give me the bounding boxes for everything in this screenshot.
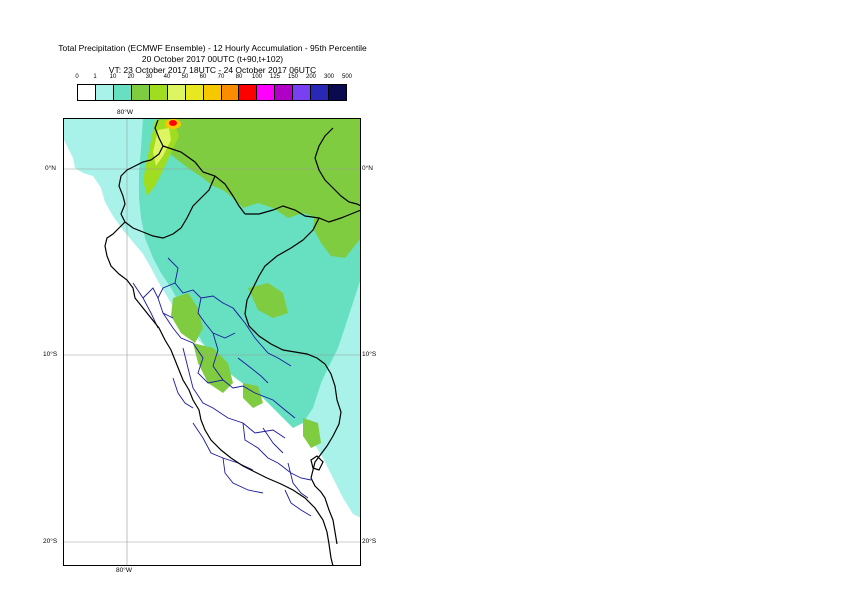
legend-tick-label: 0 — [75, 74, 79, 80]
legend-tick-label: 150 — [287, 74, 299, 80]
coastline-and-borders — [104, 119, 361, 566]
map-title-block: Total Precipitation (ECMWF Ensemble) - 1… — [0, 43, 425, 76]
forecast-base-time: 20 October 2017 00UTC (t+90,t+102) — [141, 54, 284, 64]
color-legend: 0 1 10 20 30 40 50 60 70 80 100 125 150 200 300 500 — [75, 73, 352, 103]
lat-label-right-20s: 20°S — [362, 538, 377, 545]
legend-swatch — [167, 85, 186, 100]
legend-tick-label: 30 — [145, 74, 153, 80]
legend-tick-label: 50 — [181, 74, 189, 80]
graticule — [63, 118, 361, 566]
precip-peak-red — [169, 120, 177, 126]
legend-tick-label: 20 — [127, 74, 135, 80]
legend-tick-label: 500 — [341, 74, 353, 80]
precip-green-north — [155, 118, 361, 243]
legend-swatch — [329, 85, 347, 100]
legend-tick-label: 300 — [323, 74, 335, 80]
legend-swatch — [185, 85, 204, 100]
legend-swatch — [78, 85, 96, 100]
lat-label-left-0n: 0°N — [45, 165, 56, 172]
legend-swatch — [113, 85, 132, 100]
legend-swatch — [221, 85, 240, 100]
validity-time: VT: 23 October 2017 18UTC - 24 October 2… — [108, 65, 317, 75]
legend-tick-label: 70 — [217, 74, 225, 80]
lat-label-right-0n: 0°N — [362, 165, 373, 172]
map-frame — [63, 118, 361, 566]
precipitation-map — [63, 118, 361, 566]
precip-green-patch3 — [303, 418, 321, 448]
legend-swatch — [293, 85, 312, 100]
legend-tick-label: 200 — [305, 74, 317, 80]
lon-label-top: 80°W — [117, 109, 133, 116]
precip-green-central — [171, 293, 203, 343]
precip-green-east — [313, 148, 361, 258]
lat-label-left-20s: 20°S — [43, 538, 58, 545]
legend-tick-label: 10 — [109, 74, 117, 80]
legend-swatch — [149, 85, 168, 100]
legend-swatch — [131, 85, 150, 100]
map-title: Total Precipitation (ECMWF Ensemble) - 1… — [58, 43, 367, 53]
legend-swatch — [239, 85, 258, 100]
legend-tick-labels: 0 1 10 20 30 40 50 60 70 80 100 125 150 200 300 500 — [75, 73, 352, 83]
legend-swatch — [95, 85, 114, 100]
map-canvas — [63, 118, 361, 566]
legend-tick-label: 100 — [251, 74, 263, 80]
legend-swatch — [203, 85, 222, 100]
lat-label-right-10s: 10°S — [362, 351, 377, 358]
legend-swatch — [275, 85, 294, 100]
lat-label-left-10s: 10°S — [43, 351, 58, 358]
legend-swatch — [311, 85, 330, 100]
legend-tick-label: 40 — [163, 74, 171, 80]
precip-green-patch1 — [248, 283, 288, 318]
lon-label-bottom: 80°W — [116, 567, 132, 574]
legend-tick-label: 80 — [235, 74, 243, 80]
legend-color-bar — [77, 84, 347, 101]
legend-tick-label: 1 — [93, 74, 97, 80]
legend-tick-label: 125 — [269, 74, 281, 80]
legend-tick-label: 60 — [199, 74, 207, 80]
legend-swatch — [257, 85, 276, 100]
